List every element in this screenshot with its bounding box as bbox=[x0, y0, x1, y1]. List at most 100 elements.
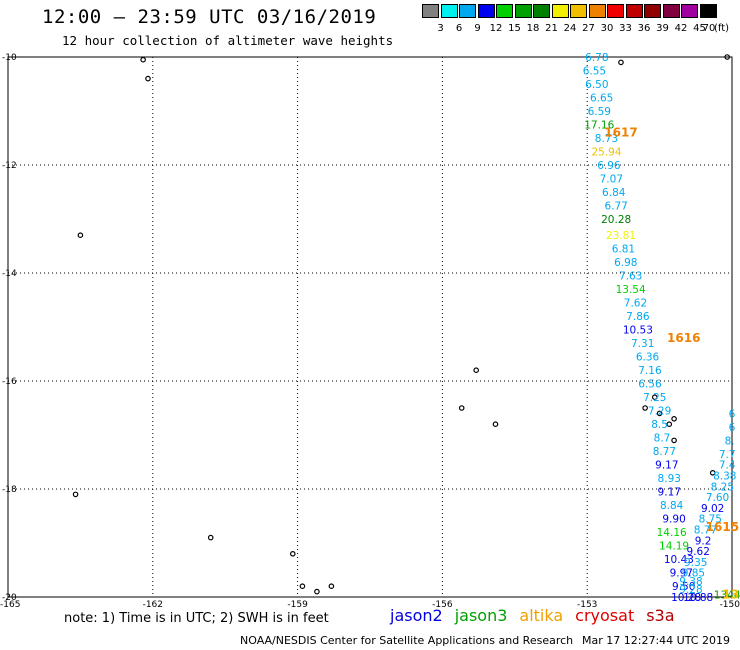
wave-height-label: 6.55 bbox=[583, 66, 606, 78]
color-scale-label: 70 bbox=[702, 23, 716, 34]
wave-height-label: 7.07 bbox=[600, 174, 623, 186]
color-scale-label: 27 bbox=[582, 23, 595, 34]
wave-height-label: 9.85 bbox=[682, 568, 705, 580]
color-scale-swatch bbox=[440, 4, 458, 18]
wave-height-label: 9.2 bbox=[695, 535, 712, 547]
wave-height-label: 8.75 bbox=[699, 514, 722, 526]
color-scale-label: 3 bbox=[437, 23, 444, 34]
wave-height-label: 7.25 bbox=[643, 392, 666, 404]
island-outline bbox=[299, 583, 306, 590]
wave-height-label: 1344 bbox=[714, 589, 740, 601]
wave-height-label: 6.77 bbox=[604, 201, 627, 213]
wave-height-label: 6.59 bbox=[588, 106, 611, 118]
wave-height-label: 20.28 bbox=[601, 214, 631, 226]
wave-height-label: 7.29 bbox=[648, 406, 671, 418]
island-outline bbox=[72, 491, 79, 498]
color-scale-label: 42 bbox=[674, 23, 688, 34]
wave-height-label: 9.90 bbox=[662, 514, 685, 526]
wave-height-label: 7.7 bbox=[719, 449, 736, 461]
color-scale-label: 6 bbox=[455, 23, 463, 34]
wave-height-label: 10.53 bbox=[623, 325, 653, 337]
color-scale-label: 24 bbox=[563, 23, 577, 34]
color-scale-label: 9 bbox=[474, 23, 481, 34]
latitude-tick-label: -20 bbox=[2, 593, 17, 603]
wave-height-label: 14.16 bbox=[657, 527, 687, 539]
latitude-tick-label: -10 bbox=[2, 53, 17, 63]
color-scale-label: 39 bbox=[656, 23, 669, 34]
generated-time: Mar 17 12:27:44 UTC 2019 bbox=[582, 634, 730, 647]
color-scale-label: 18 bbox=[526, 23, 540, 34]
color-scale-label: 21 bbox=[545, 23, 558, 34]
color-scale-swatch bbox=[496, 4, 513, 18]
chart-title: 12:00 — 23:59 UTC 03/16/2019 bbox=[42, 6, 377, 28]
wave-height-label: 17.16 bbox=[584, 120, 614, 132]
wave-height-label: 23.81 bbox=[606, 230, 636, 242]
longitude-tick-label: -159 bbox=[287, 600, 308, 610]
color-scale-swatch bbox=[662, 4, 680, 18]
color-scale-swatch bbox=[570, 4, 587, 18]
wave-height-label: 8.77 bbox=[694, 525, 717, 537]
wave-height-label: 13.54 bbox=[616, 284, 646, 296]
island-outline bbox=[77, 232, 84, 239]
wave-height-label: 6.56 bbox=[638, 379, 662, 391]
island-outline bbox=[289, 550, 296, 557]
satellite-legend-entry: altika bbox=[519, 606, 564, 625]
wave-height-label: 6.78 bbox=[585, 52, 608, 64]
wave-height-label: 9.50 bbox=[672, 581, 695, 593]
island-outline bbox=[656, 410, 663, 417]
satellite-legend-entry: s3a bbox=[646, 606, 675, 625]
wave-height-label: 8.77 bbox=[653, 446, 676, 458]
color-scale-label: 45 bbox=[693, 23, 706, 34]
island-outline bbox=[671, 437, 677, 444]
wave-height-label: 8.73 bbox=[595, 133, 618, 145]
pass-time-label: 1346 bbox=[723, 587, 740, 601]
pass-time-label: 1615 bbox=[706, 520, 739, 534]
wave-height-label: 6.50 bbox=[585, 79, 608, 91]
wave-height-label: 8.25 bbox=[711, 481, 734, 493]
chart-subtitle: 12 hour collection of altimeter wave hei… bbox=[62, 33, 394, 48]
wave-height-label: 25.94 bbox=[591, 147, 621, 159]
island-outline bbox=[473, 367, 479, 374]
color-scale-label: 30 bbox=[600, 23, 614, 34]
island-outline bbox=[666, 421, 673, 428]
island-outline bbox=[671, 415, 677, 422]
wave-height-label: 10.28 bbox=[671, 592, 701, 604]
wave-height-label: 6 bbox=[729, 408, 736, 420]
color-scale-label: 12 bbox=[489, 23, 503, 34]
island-outline bbox=[458, 405, 465, 411]
wave-height-label: 8. bbox=[725, 435, 735, 447]
longitude-corner-label: -165 bbox=[0, 600, 20, 610]
wave-height-label: 9.17 bbox=[655, 460, 678, 472]
island-outline bbox=[651, 394, 658, 401]
satellite-legend-entry: cryosat bbox=[575, 606, 635, 625]
wave-height-label: 8.7 bbox=[654, 433, 671, 445]
wave-height-label: 6.96 bbox=[597, 160, 621, 172]
pass-time-label: 1617 bbox=[604, 126, 637, 140]
wave-height-label: 6 bbox=[729, 422, 736, 434]
latitude-tick-label: -12 bbox=[2, 161, 17, 171]
wave-height-label: 10.43 bbox=[664, 554, 694, 566]
wave-height-label: 7.63 bbox=[619, 271, 642, 283]
latitude-tick-label: -16 bbox=[2, 377, 17, 387]
color-scale-swatch bbox=[533, 4, 550, 18]
island-outline bbox=[709, 469, 716, 476]
wave-height-label: 6.65 bbox=[590, 93, 613, 105]
wave-height-label: 6.36 bbox=[636, 352, 660, 364]
color-scale-swatch bbox=[588, 4, 606, 18]
color-scale-label: 33 bbox=[619, 23, 632, 34]
color-scale-swatch bbox=[607, 4, 624, 18]
latitude-tick-label: -14 bbox=[2, 269, 17, 279]
color-scale-legend: 3 6 9 12 15 18 21 24 27 30 33 36 39 42 45 70 (ft) bbox=[422, 4, 738, 38]
wave-height-label: 14.19 bbox=[659, 541, 689, 553]
color-scale-swatch bbox=[514, 4, 532, 18]
island-outline bbox=[314, 588, 320, 595]
color-scale-swatch bbox=[625, 4, 643, 18]
wave-height-label: 6.81 bbox=[612, 244, 635, 256]
satellite-legend: jason2 jason3 altika cryosat s3a bbox=[390, 606, 687, 625]
color-scale-swatch bbox=[477, 4, 495, 18]
longitude-corner-label: -150 bbox=[720, 600, 740, 610]
wave-height-label: 7.62 bbox=[624, 298, 647, 310]
wave-height-label: 9.62 bbox=[687, 546, 710, 558]
wave-height-label: 9.17 bbox=[658, 487, 681, 499]
longitude-tick-label: -153 bbox=[577, 600, 597, 610]
